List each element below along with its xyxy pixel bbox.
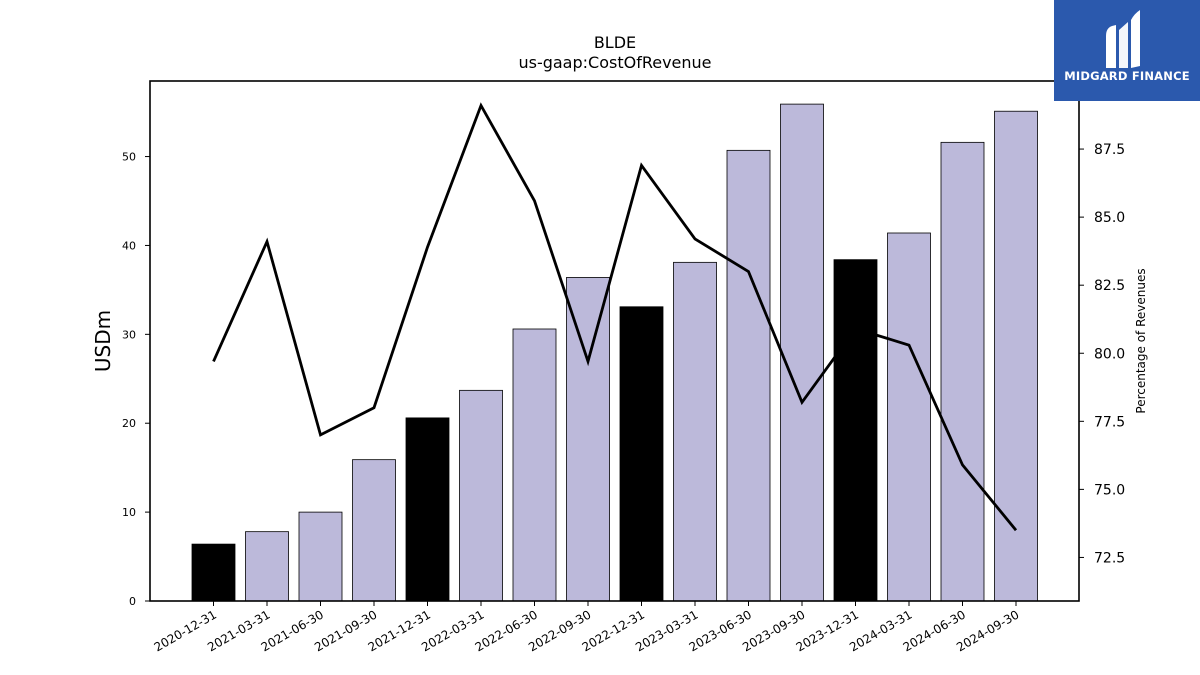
- y-tick-label: 50: [122, 151, 136, 164]
- bar-2023-06-30: [726, 149, 771, 602]
- brand-logo: MIDGARD FINANCE: [1054, 0, 1200, 101]
- y2-tick-label: 75.0: [1094, 482, 1125, 498]
- bar-2022-12-31: [619, 306, 664, 602]
- y-tick-label: 0: [129, 595, 136, 608]
- chart-subtitle: us-gaap:CostOfRevenue: [518, 53, 711, 72]
- y2-tick-label: 85.0: [1094, 210, 1125, 226]
- brand-name: MIDGARD FINANCE: [1064, 69, 1190, 83]
- bar-2021-12-31: [405, 417, 450, 602]
- chart-title: BLDE: [594, 33, 636, 52]
- plot-frame: [149, 80, 1080, 602]
- bar-2021-06-30: [298, 511, 343, 602]
- bar-2024-09-30: [994, 110, 1038, 602]
- bar-2022-09-30: [566, 277, 610, 602]
- bar-2021-03-31: [245, 531, 289, 602]
- y-axis-label: USDm: [91, 310, 115, 372]
- x-axis-ticks: 2020-12-312021-03-312021-06-302021-09-30…: [152, 601, 1022, 654]
- y-axis-ticks: 0 10 20 30 40 50: [122, 151, 150, 608]
- y-tick-label: 40: [122, 239, 136, 252]
- y2-axis-label: Percentage of Revenues: [1134, 268, 1148, 413]
- bar-2021-09-30: [352, 459, 396, 602]
- bar-2023-09-30: [780, 103, 824, 602]
- bar-2022-06-30: [512, 328, 557, 602]
- y2-tick-label: 82.5: [1094, 278, 1125, 294]
- bar-2024-03-31: [887, 232, 931, 602]
- bar-2022-03-31: [459, 389, 503, 602]
- y2-tick-label: 72.5: [1094, 550, 1125, 566]
- y2-tick-label: 87.5: [1094, 142, 1125, 158]
- percentage-line: [212, 102, 1018, 532]
- bar-2024-06-30: [940, 141, 985, 602]
- bar-2023-12-31: [833, 259, 878, 602]
- y2-axis-ticks: 72.5 75.0 77.5 80.0 82.5 85.0 87.5: [1079, 142, 1125, 566]
- bar-2023-03-31: [673, 261, 717, 602]
- bar-2020-12-31: [191, 543, 236, 602]
- y2-tick-label: 80.0: [1094, 346, 1125, 362]
- y-tick-label: 20: [122, 417, 136, 430]
- y-tick-label: 10: [122, 506, 136, 519]
- logo-mark-icon: [1106, 10, 1140, 68]
- y2-tick-label: 77.5: [1094, 414, 1125, 430]
- line-group: [212, 102, 1018, 532]
- y-tick-label: 30: [122, 328, 136, 341]
- bars-group: [191, 103, 1038, 602]
